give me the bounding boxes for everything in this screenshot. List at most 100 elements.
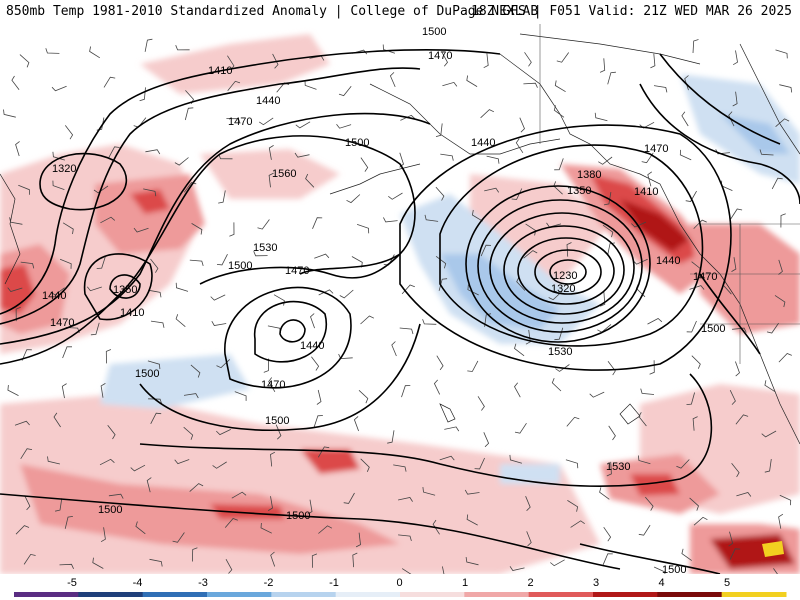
wind-barb — [172, 532, 185, 543]
wind-barb — [774, 295, 786, 308]
wind-barb — [190, 364, 201, 378]
wind-barb — [515, 138, 524, 154]
wind-barb — [566, 242, 572, 257]
contour-label: 1530 — [253, 242, 277, 254]
wind-barb — [514, 422, 527, 434]
coastlines — [0, 24, 800, 445]
wind-barb — [174, 157, 189, 166]
contour-labels: 1500 1470 1410 1440 1470 1500 1320 1560 … — [42, 26, 725, 574]
colorbar-tick-label: -3 — [198, 577, 208, 589]
contour-line — [199, 253, 401, 285]
contour-line — [579, 543, 721, 574]
warm-anomaly-region — [200, 149, 340, 199]
wind-barb — [467, 360, 479, 372]
wind-barb — [442, 81, 458, 87]
wind-barb — [432, 519, 440, 535]
wind-barb — [103, 76, 116, 88]
wind-barb — [135, 521, 146, 535]
wind-barb — [525, 496, 531, 511]
wind-barb — [764, 459, 772, 473]
model-run-info: 18Z GFS | F051 Valid: 21Z WED MAR 26 202… — [471, 4, 792, 19]
wind-barb — [523, 82, 538, 88]
wind-barb — [484, 187, 500, 193]
wind-barb — [693, 516, 708, 526]
wind-barb — [728, 531, 734, 547]
contour-label: 1470 — [285, 265, 309, 277]
wind-barb — [399, 327, 414, 335]
wind-barb — [433, 379, 441, 395]
contour-line — [439, 144, 704, 347]
wind-barb — [52, 151, 66, 161]
wind-barb — [383, 217, 398, 223]
wind-barb — [108, 493, 124, 499]
wind-barb — [343, 492, 355, 504]
wind-barb — [99, 458, 115, 466]
wind-barb — [444, 426, 460, 432]
wind-barb — [389, 72, 396, 88]
colorbar-tick-label: -5 — [67, 577, 77, 589]
wind-barb — [89, 46, 101, 59]
contour-line — [109, 274, 141, 299]
wind-barb — [393, 464, 407, 472]
wind-barb — [466, 514, 478, 526]
wind-barb — [778, 353, 792, 363]
contour-label: 1350 — [113, 284, 137, 296]
wind-barb — [183, 393, 199, 399]
wind-barb — [467, 284, 479, 296]
wind-barb — [464, 489, 480, 495]
wind-barb — [715, 149, 730, 155]
contour-line — [0, 49, 501, 315]
colorbar-tick-label: 5 — [724, 577, 730, 589]
wind-barb — [603, 526, 612, 542]
wind-barb — [96, 256, 106, 269]
wind-barb — [638, 412, 647, 427]
wind-barb — [686, 320, 697, 333]
map-title: 850mb Temp 1981-2010 Standardized Anomal… — [6, 4, 539, 19]
wind-barb — [732, 91, 738, 107]
wind-barb — [225, 559, 233, 574]
wind-barb — [174, 459, 190, 465]
wind-barb — [599, 58, 606, 73]
wind-barb — [192, 547, 198, 562]
anomaly-map: 1500 1470 1410 1440 1470 1500 1320 1560 … — [0, 24, 800, 574]
wind-barb — [554, 80, 566, 93]
wind-barb — [681, 111, 689, 127]
wind-barb — [566, 416, 580, 427]
wind-barb — [483, 432, 490, 448]
wind-barb — [18, 184, 30, 195]
contour-label: 1470 — [428, 50, 452, 62]
wind-barb — [553, 105, 565, 118]
colorbar-tick-label: 0 — [396, 577, 402, 589]
wind-barb — [52, 180, 65, 190]
wind-barb — [736, 492, 752, 497]
wind-barb — [509, 454, 523, 464]
wind-barb — [567, 500, 579, 512]
wind-barb — [253, 251, 268, 257]
wind-barb — [311, 356, 320, 371]
wind-barb — [147, 360, 161, 370]
wind-barb — [108, 146, 120, 158]
wind-barb — [175, 314, 186, 328]
contour-label: 1500 — [265, 415, 289, 427]
wind-barb — [471, 209, 483, 222]
wind-barb — [523, 250, 538, 259]
wind-barb — [638, 524, 651, 536]
warm-anomaly-region — [130, 189, 170, 214]
wind-barb — [516, 277, 526, 291]
wind-barb — [352, 552, 358, 568]
contour-line — [83, 253, 153, 321]
contour-label: 1470 — [644, 143, 668, 155]
wind-barb — [90, 322, 100, 336]
contour-line — [139, 323, 421, 431]
wind-barb — [360, 315, 375, 325]
wind-barb — [356, 224, 370, 234]
wind-barb — [693, 219, 707, 229]
wind-barb — [45, 48, 60, 54]
contour-label: 1560 — [272, 168, 296, 180]
colorbar-tick-label: 1 — [462, 577, 468, 589]
wind-barb — [641, 152, 654, 164]
colorbar-swatch — [464, 592, 530, 597]
colorbar-swatch — [657, 592, 723, 597]
wind-barb — [263, 358, 269, 373]
wind-barb — [435, 123, 443, 137]
